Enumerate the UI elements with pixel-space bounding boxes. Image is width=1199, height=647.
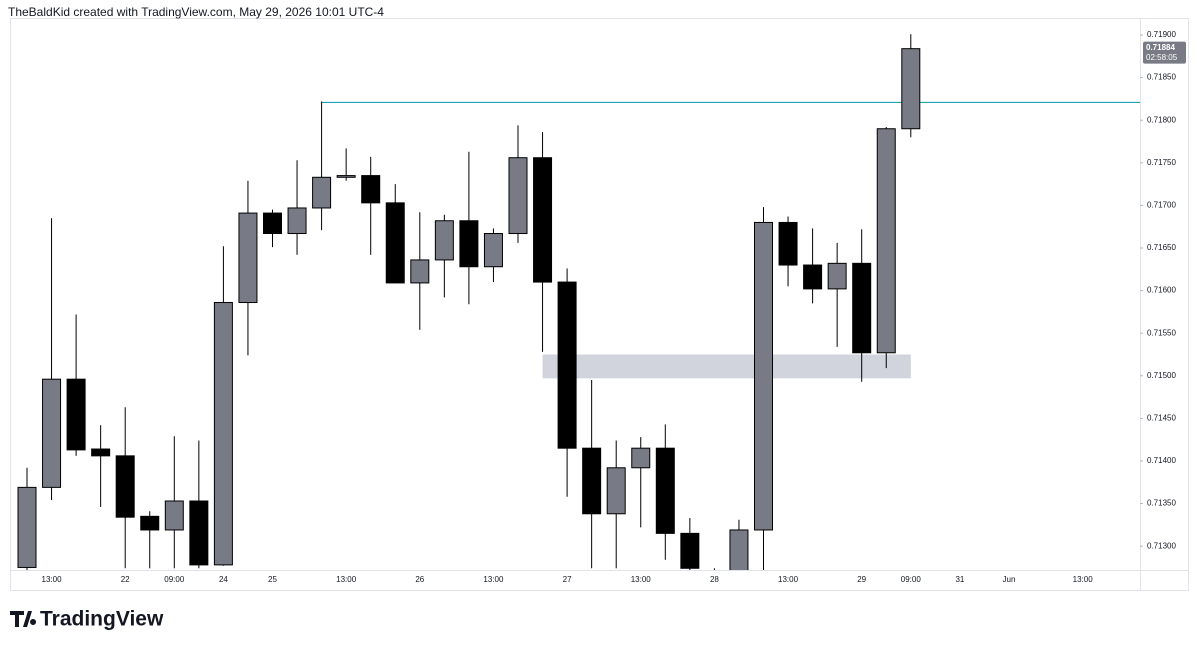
- x-tick-label: 24: [219, 575, 228, 584]
- candle-body: [803, 264, 823, 290]
- candle-body: [361, 175, 381, 204]
- x-tick-label: 25: [268, 575, 277, 584]
- candle-body: [17, 486, 37, 568]
- y-tick-label: 0.71550: [1147, 328, 1176, 337]
- candle-body: [680, 532, 700, 569]
- y-tick-label: 0.71300: [1147, 541, 1176, 550]
- plot-area: [17, 34, 1140, 570]
- candle-body: [557, 281, 577, 449]
- candle-body: [115, 455, 135, 518]
- x-tick-label: 28: [710, 575, 719, 584]
- candle-body: [778, 221, 798, 266]
- candle-body: [827, 262, 847, 290]
- x-tick-label: 09:00: [901, 575, 922, 584]
- candle-body: [164, 500, 184, 531]
- y-tick-label: 0.71600: [1147, 286, 1176, 295]
- candle-body: [91, 448, 111, 457]
- last-price-badge: [1143, 41, 1186, 64]
- brand-logo: TradingView: [10, 608, 164, 631]
- y-tick-label: 0.71500: [1147, 371, 1176, 380]
- x-tick-label: 13:00: [483, 575, 504, 584]
- x-tick-label: Jun: [1003, 575, 1016, 584]
- candle-body: [876, 128, 896, 354]
- candle-body: [901, 48, 921, 130]
- last-price-label: 0.71884: [1146, 43, 1175, 52]
- y-tick-label: 0.71400: [1147, 456, 1176, 465]
- candle-body: [631, 447, 651, 469]
- candle-body: [533, 157, 553, 283]
- candle-body: [410, 259, 430, 284]
- candle-body: [459, 220, 479, 268]
- x-tick-label: 13:00: [42, 575, 63, 584]
- candle-body: [238, 212, 258, 304]
- candle-body: [213, 302, 233, 566]
- y-tick-label: 0.71800: [1147, 115, 1176, 124]
- candle-body: [729, 529, 749, 570]
- y-tick-label: 0.71750: [1147, 158, 1176, 167]
- candle-body: [263, 212, 282, 235]
- candle-body: [287, 207, 307, 235]
- candle-body: [140, 515, 160, 531]
- countdown-label: 02:58:05: [1146, 53, 1178, 62]
- y-tick-label: 0.71900: [1147, 30, 1176, 39]
- x-tick-label: 13:00: [631, 575, 652, 584]
- candle-body: [508, 157, 528, 235]
- candle-body: [336, 175, 356, 178]
- candle-body: [852, 262, 872, 354]
- y-tick-label: 0.71850: [1147, 73, 1176, 82]
- x-tick-label: 13:00: [778, 575, 799, 584]
- candle-body: [655, 447, 675, 534]
- candle-body: [189, 500, 209, 566]
- x-tick-label: 26: [415, 575, 424, 584]
- candle-body: [582, 447, 602, 515]
- candle-body: [434, 220, 454, 261]
- price-zone: [542, 354, 911, 379]
- candle-body: [385, 202, 405, 284]
- y-tick-label: 0.71700: [1147, 201, 1176, 210]
- logo-icon: [10, 611, 37, 627]
- candle-body: [483, 233, 503, 268]
- x-tick-label: 13:00: [1073, 575, 1094, 584]
- candle-body: [606, 467, 626, 515]
- x-tick-label: 27: [563, 575, 572, 584]
- x-tick-label: 29: [857, 575, 866, 584]
- y-tick-label: 0.71650: [1147, 243, 1176, 252]
- x-tick-label: 09:00: [164, 575, 185, 584]
- x-tick-label: 31: [955, 575, 964, 584]
- chart-frame: [10, 18, 1189, 591]
- candle-body: [754, 221, 773, 531]
- y-tick-label: 0.71450: [1147, 413, 1176, 422]
- header: TheBaldKid created with TradingView.com,…: [8, 5, 384, 19]
- candle-body: [66, 378, 86, 451]
- candle-body: [312, 176, 332, 209]
- x-tick-label: 13:00: [336, 575, 357, 584]
- brand-text: TradingView: [40, 608, 164, 631]
- y-tick-label: 0.71350: [1147, 499, 1176, 508]
- x-tick-label: 22: [121, 575, 130, 584]
- candle-body: [42, 378, 62, 488]
